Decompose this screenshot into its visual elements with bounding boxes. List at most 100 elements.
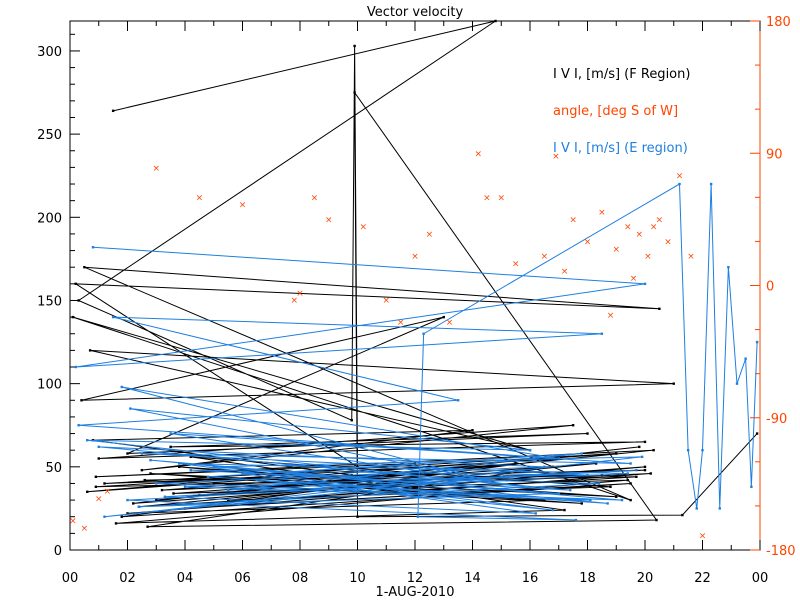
angle-point: ×: [561, 267, 569, 277]
e-region-point: [640, 455, 644, 459]
x-axis-label: 1-AUG-2010: [376, 585, 455, 600]
angle-point: ×: [152, 164, 160, 174]
e-region-point: [744, 357, 747, 360]
tick-labels: 00 02 04 06 08 10 12 14 16 18 20 22 0005010015020025…: [37, 15, 795, 586]
x-tick-label: 04: [177, 571, 194, 586]
angle-point: ×: [296, 289, 304, 299]
e-region-point: [140, 452, 144, 455]
angle-point: ×: [650, 223, 658, 233]
angle-point: ×: [569, 215, 577, 225]
e-region-point: [695, 507, 698, 510]
e-region-point: [74, 365, 77, 369]
y-left-tick-label: 0: [54, 544, 62, 559]
angle-point: ×: [81, 524, 89, 534]
f-region-point: [580, 502, 583, 505]
e-region-point: [416, 515, 420, 518]
x-tick-label: 16: [522, 571, 539, 586]
f-region-point: [132, 502, 135, 505]
e-region-point: [149, 458, 152, 462]
e-region-point: [137, 505, 141, 508]
e-region-point: [534, 512, 537, 515]
angle-point: ×: [630, 274, 638, 284]
angle-point: ×: [624, 223, 632, 233]
x-tick-label: 08: [292, 571, 309, 586]
angle-point: ×: [239, 201, 247, 211]
f-region-point: [655, 518, 658, 522]
y-left-tick-label: 200: [37, 211, 62, 226]
f-region-point: [111, 109, 115, 113]
angle-point: ×: [325, 215, 333, 225]
f-region-point: [594, 462, 598, 465]
f-region-point: [494, 19, 497, 23]
e-region-point: [755, 340, 759, 344]
e-region-point: [735, 382, 739, 385]
f-region-point: [658, 307, 661, 310]
y-left-tick-label: 100: [37, 378, 62, 393]
f-region-point: [643, 465, 647, 469]
e-region-point: [523, 485, 526, 488]
f-region-point: [571, 424, 575, 427]
f-region-point: [74, 282, 77, 286]
f-region-point: [615, 495, 618, 498]
angle-point: ×: [635, 230, 643, 240]
angle-point: ×: [497, 193, 505, 203]
e-region-point: [635, 468, 638, 472]
e-region-point: [255, 478, 259, 482]
e-region-point: [226, 488, 230, 492]
f-region-point: [543, 498, 546, 502]
e-region-point: [500, 475, 503, 479]
f-region-point: [212, 482, 215, 485]
y-right-tick-label: 180: [766, 15, 791, 30]
f-region-point: [189, 455, 192, 459]
angle-point: ×: [426, 230, 434, 240]
f-region-point: [629, 498, 632, 502]
f-region-point: [471, 429, 474, 432]
angle-point: ×: [552, 152, 560, 162]
f-region-point: [94, 475, 98, 479]
angle-point: ×: [607, 311, 615, 321]
f-region-point: [615, 452, 618, 455]
x-tick-label: 10: [349, 571, 366, 586]
f-region-point: [143, 478, 146, 482]
f-region-point: [353, 91, 356, 94]
e-region-point: [569, 488, 572, 492]
e-region-point: [178, 462, 181, 465]
e-region-point: [485, 478, 489, 482]
f-region-point: [609, 485, 612, 488]
f-region-point: [71, 315, 75, 319]
angle-point: ×: [664, 237, 672, 247]
e-region-point: [727, 266, 730, 269]
e-region-point: [629, 462, 632, 465]
e-region-point: [169, 432, 172, 435]
f-region-point: [626, 478, 629, 482]
e-region-point: [241, 472, 244, 475]
e-region-point: [606, 502, 609, 505]
e-region-point: [111, 315, 115, 319]
f-region-point: [103, 482, 106, 485]
chart-title: Vector velocity: [367, 5, 464, 20]
x-tick-label: 00: [62, 571, 79, 586]
angle-point: ×: [676, 171, 684, 181]
e-region-point: [551, 508, 555, 512]
f-region-point: [86, 490, 89, 493]
f-region-point: [563, 508, 566, 512]
angle-point: ×: [359, 223, 367, 233]
f-region-point: [146, 525, 149, 528]
e-region-point: [718, 507, 721, 510]
e-region-point: [543, 465, 546, 469]
e-region-point: [86, 439, 89, 442]
y-right-tick-label: 0: [766, 280, 774, 295]
legend: I V I, [m/s] (F Region) angle, [deg S of …: [553, 67, 690, 156]
f-region-point: [514, 462, 517, 465]
e-region-point: [678, 182, 681, 186]
e-region-point: [597, 482, 601, 485]
e-region-point: [620, 498, 624, 502]
x-tick-label: 14: [464, 571, 481, 586]
e-region-point: [456, 399, 460, 402]
x-tick-label: 02: [119, 571, 136, 586]
angle-point: ×: [311, 193, 319, 203]
f-region-point: [442, 315, 445, 319]
f-region-point: [160, 488, 164, 492]
e-region-point: [189, 468, 192, 472]
f-region-point: [97, 457, 100, 460]
